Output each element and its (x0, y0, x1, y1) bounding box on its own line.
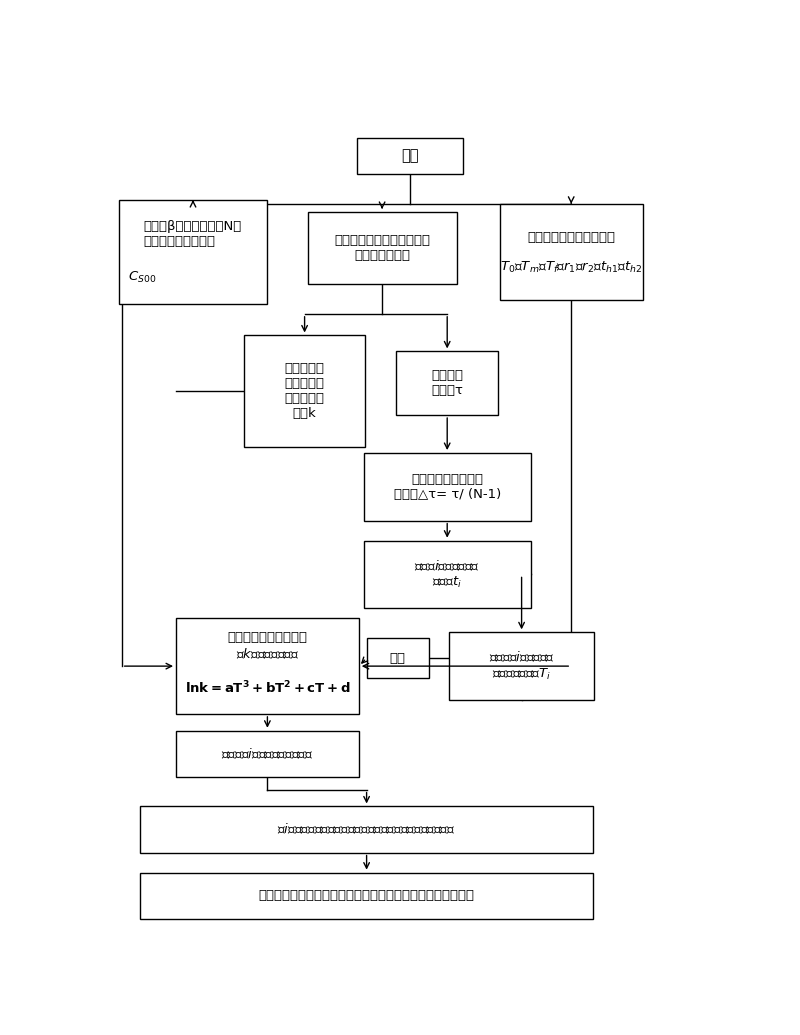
Text: $T_0$、$T_m$、$T_f$、$r_1$、$r_2$、$t_{h1}$、$t_{h2}$: $T_0$、$T_m$、$T_f$、$r_1$、$r_2$、$t_{h1}$、$… (500, 260, 642, 275)
Bar (363, 453, 531, 521)
Text: 确定虚拟
死时间τ: 确定虚拟 死时间τ (431, 369, 463, 397)
Text: 计算出第$i$次跳跃时的保留因子: 计算出第$i$次跳跃时的保留因子 (222, 746, 314, 761)
Text: $C_{S00}$: $C_{S00}$ (128, 270, 156, 285)
Text: 第$i$次跳跃时，待测化合物在最后一块塔板的流动相中的浓度: 第$i$次跳跃时，待测化合物在最后一块塔板的流动相中的浓度 (278, 823, 456, 836)
Bar (140, 873, 593, 919)
Bar (449, 632, 594, 700)
Bar (363, 540, 531, 609)
Text: 计算第$i$次跳跃时对应
的时刻$t_i$: 计算第$i$次跳跃时对应 的时刻$t_i$ (414, 559, 480, 590)
Text: 计算出第$i$次跳跃时色
谱柱对应的温度$T_i$: 计算出第$i$次跳跃时色 谱柱对应的温度$T_i$ (489, 650, 554, 682)
Text: 计算每次跳跃需要的
时间：△τ= τ/ (N-1): 计算每次跳跃需要的 时间：△τ= τ/ (N-1) (394, 473, 501, 501)
Bar (140, 806, 593, 853)
Text: 计算出六个
恒温温度下
对应的保留
因子k: 计算出六个 恒温温度下 对应的保留 因子k (285, 362, 325, 420)
Bar (176, 731, 359, 777)
Bar (396, 351, 498, 415)
Text: 六个恒温点的温度及对应温
度下的保留时间: 六个恒温点的温度及对应温 度下的保留时间 (334, 234, 430, 262)
Bar (118, 200, 267, 303)
Bar (176, 618, 359, 714)
Text: $\mathbf{lnk=aT^3+bT^2+cT+d}$: $\mathbf{lnk=aT^3+bT^2+cT+d}$ (185, 680, 350, 697)
Bar (500, 204, 642, 299)
Text: 得出程序升温中保留因
子$k$与温度的关系：: 得出程序升温中保留因 子$k$与温度的关系： (227, 631, 307, 661)
Text: 柱相比β、理论塔板数N、
待测化合物起始浓度: 柱相比β、理论塔板数N、 待测化合物起始浓度 (144, 220, 242, 248)
Text: 根据待测化合物流出最大浓度，确定其在色谱柱上的保留时间: 根据待测化合物流出最大浓度，确定其在色谱柱上的保留时间 (258, 889, 474, 903)
Bar (244, 335, 365, 447)
Text: 代入: 代入 (390, 652, 406, 664)
Text: 多阶程序升温中各参数：: 多阶程序升温中各参数： (527, 231, 615, 244)
Text: 输入: 输入 (402, 149, 418, 164)
Bar (358, 138, 462, 174)
Bar (308, 212, 457, 284)
Bar (366, 639, 429, 678)
